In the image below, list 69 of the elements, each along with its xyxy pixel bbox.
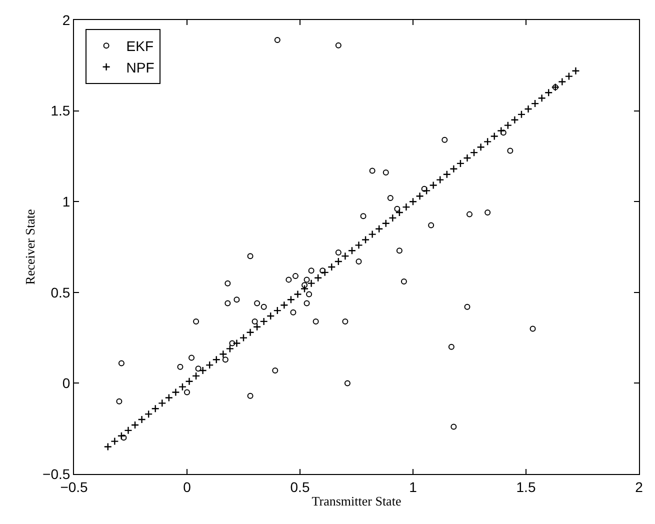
point [177,364,184,370]
legend-label: EKF [126,38,154,54]
point [292,273,298,280]
point [312,318,319,324]
point [247,392,254,399]
point [442,136,448,143]
point [234,296,240,303]
point [252,318,258,324]
y-tick-label: 0 [62,375,70,392]
point [530,326,536,332]
point [306,291,312,298]
point [382,170,389,176]
y-tick-label: 2 [62,12,70,28]
legend-label: NPF [126,59,154,76]
point [286,276,292,283]
point [428,222,434,228]
point [466,211,472,218]
point [304,300,310,306]
y-tick-label: −0.5 [42,466,70,482]
point [335,42,342,48]
point [464,304,470,310]
point [290,309,296,316]
point [387,194,394,201]
point [254,300,260,306]
point [224,300,231,306]
point [195,366,202,372]
point [302,282,308,288]
point [193,318,200,324]
point [184,389,190,396]
point [224,280,231,286]
point [369,168,376,174]
y-tick-label: 1 [62,194,70,210]
y-tick-label: 1.5 [50,102,70,119]
point [552,84,558,90]
point [222,356,228,363]
point [320,268,326,274]
point [421,186,428,192]
point [229,340,236,346]
y-tick-label: 0.5 [50,284,70,300]
point [396,248,402,254]
point [116,398,122,404]
point [344,380,350,386]
x-tick-label: 0.5 [290,478,310,495]
point [342,318,348,324]
point [272,367,278,374]
point [394,206,400,212]
point [484,210,491,216]
x-tick-label: 1 [409,478,418,495]
x-tick-label: 2 [635,478,644,495]
point [448,344,454,350]
point [247,253,254,260]
point [500,130,506,136]
point [274,36,280,43]
x-tick-label: 1.5 [516,478,536,495]
point [360,213,366,220]
point [120,434,127,441]
point [304,276,310,283]
x-tick-label: 0 [183,478,192,495]
point [260,304,267,310]
point [188,354,195,361]
x-axis-title: Transmitter State [312,493,402,508]
point [356,258,362,265]
point [450,424,457,430]
point [335,249,342,256]
point [118,360,124,366]
point [308,268,314,274]
y-axis-title: Receiver State [22,209,38,285]
point [400,278,407,284]
point [507,148,514,154]
